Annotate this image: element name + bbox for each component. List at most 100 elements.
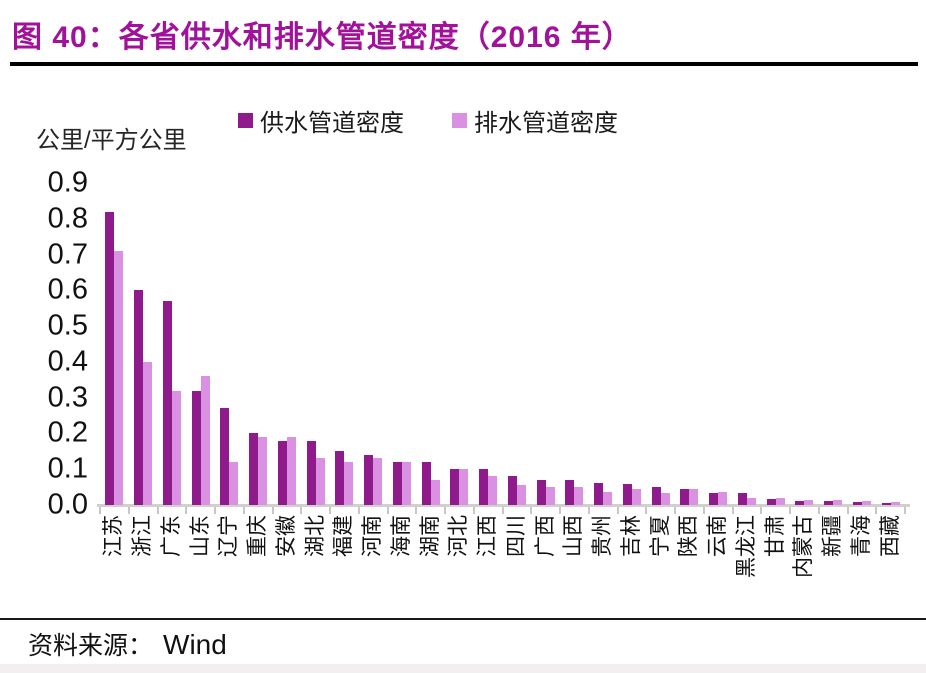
x-axis-tick (559, 507, 561, 514)
bar-drainage-福建 (344, 462, 354, 505)
x-axis-tick (271, 507, 274, 514)
x-axis-label-text: 青海 (849, 515, 873, 557)
bar-supply-宁夏 (651, 487, 661, 505)
x-axis-tick (185, 507, 188, 514)
x-axis-tick (789, 507, 791, 514)
legend-label-drainage: 排水管道密度 (474, 110, 618, 137)
bar-supply-黑龙江 (737, 493, 747, 505)
x-axis-label-text: 浙江 (131, 515, 155, 557)
x-axis-label-text: 福建 (332, 515, 356, 557)
bar-drainage-山西 (574, 487, 584, 505)
source-label: 资料来源： (28, 633, 154, 660)
bar-drainage-新疆 (833, 500, 843, 505)
bar-supply-河南 (364, 454, 374, 505)
bar-drainage-湖北 (315, 458, 325, 505)
bar-supply-吉林 (622, 483, 632, 505)
x-axis-label-text: 山西 (562, 515, 586, 557)
bar-drainage-青海 (861, 501, 871, 505)
x-axis-label-text: 宁夏 (648, 515, 672, 557)
x-axis-label-text: 安徽 (274, 515, 298, 557)
y-axis-label: 0.4 (47, 345, 88, 378)
bar-supply-湖北 (306, 440, 316, 505)
x-axis-label-text: 广东 (159, 515, 183, 557)
x-axis-label-text: 山东 (188, 515, 212, 557)
bar-supply-广东 (162, 301, 172, 505)
bar-drainage-辽宁 (229, 462, 239, 505)
source-value: Wind (163, 629, 227, 660)
x-axis-tick (875, 507, 878, 514)
legend-label-supply: 供水管道密度 (260, 110, 404, 137)
x-axis-label-text: 湖南 (418, 515, 442, 557)
x-axis-label-text: 内蒙古 (792, 515, 816, 578)
chart-legend: 供水管道密度 排水管道密度 (238, 103, 618, 138)
x-axis-label-text: 江西 (476, 515, 500, 557)
x-axis-label-text: 黑龙江 (734, 515, 758, 578)
figure-title: 图 40：各省供水和排水管道密度（2016 年） (12, 21, 633, 54)
x-axis-tick (329, 507, 331, 514)
bar-drainage-甘肃 (775, 497, 785, 505)
x-axis-tick (904, 507, 906, 514)
bar-supply-云南 (709, 492, 719, 505)
bar-supply-河北 (450, 469, 460, 505)
legend-swatch-supply-icon (238, 113, 253, 128)
page-bottom-strip (0, 664, 926, 673)
bar-supply-广西 (536, 479, 546, 505)
bar-drainage-安徽 (286, 437, 296, 505)
bar-supply-甘肃 (766, 499, 776, 505)
bar-drainage-河北 (459, 469, 469, 505)
footer-divider (0, 618, 926, 620)
x-axis-label-text: 河北 (447, 515, 471, 557)
x-axis-tick (99, 507, 101, 514)
bar-drainage-四川 (516, 485, 526, 505)
bar-drainage-黑龙江 (746, 498, 756, 505)
x-axis-tick (674, 507, 676, 514)
bar-drainage-浙江 (143, 361, 153, 505)
bar-supply-陕西 (680, 489, 690, 505)
x-axis-tick (846, 507, 849, 514)
bar-supply-新疆 (824, 501, 834, 505)
bar-supply-青海 (852, 501, 862, 505)
bar-supply-重庆 (249, 433, 259, 505)
x-axis-tick (156, 507, 159, 514)
x-axis-label-text: 新疆 (821, 515, 845, 557)
x-axis-tick (357, 507, 360, 514)
bar-drainage-内蒙古 (804, 499, 814, 505)
bar-supply-湖南 (421, 462, 431, 505)
x-axis-label-text: 湖北 (303, 515, 327, 557)
bar-drainage-江苏 (114, 250, 124, 505)
x-axis-label-text: 重庆 (246, 515, 270, 557)
x-axis-tick (501, 507, 504, 514)
bar-drainage-河南 (373, 458, 383, 505)
bar-drainage-陕西 (689, 488, 699, 505)
bar-supply-四川 (507, 476, 517, 505)
bar-drainage-西藏 (890, 502, 900, 505)
y-axis-label: 0.2 (47, 416, 88, 449)
x-axis-tick (300, 507, 303, 514)
bar-supply-江西 (479, 469, 489, 505)
bar-drainage-吉林 (631, 488, 641, 505)
bar-drainage-广东 (171, 390, 181, 505)
y-axis-label: 0.8 (47, 202, 88, 235)
bar-drainage-湖南 (430, 479, 440, 505)
x-axis-tick (645, 507, 648, 514)
x-axis-tick (817, 507, 820, 514)
bar-supply-辽宁 (220, 408, 230, 505)
x-axis-label-text: 辽宁 (217, 515, 241, 557)
x-axis-tick (415, 507, 418, 514)
x-axis-label-text: 贵州 (591, 515, 615, 557)
y-axis-label: 0.0 (47, 488, 88, 521)
bar-drainage-江西 (488, 476, 498, 505)
x-axis-tick (760, 507, 763, 514)
y-axis-unit-label: 公里/平方公里 (36, 127, 187, 154)
x-axis-label-text: 陕西 (677, 515, 701, 557)
legend-item-supply: 供水管道密度 (238, 103, 404, 138)
x-axis-tick (472, 507, 475, 514)
bar-supply-江苏 (105, 211, 115, 505)
y-axis-label: 0.3 (47, 381, 88, 414)
x-axis-label-text: 江苏 (102, 515, 126, 557)
source-line: 资料来源： Wind (28, 626, 227, 662)
bar-drainage-云南 (718, 492, 728, 505)
legend-item-drainage: 排水管道密度 (452, 103, 618, 138)
bar-supply-海南 (392, 462, 402, 505)
